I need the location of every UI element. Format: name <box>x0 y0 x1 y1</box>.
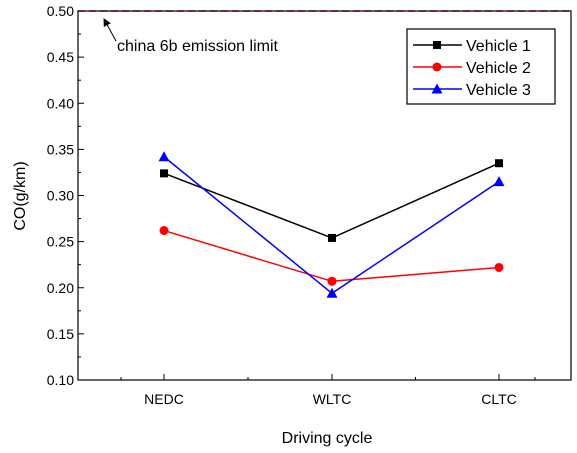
series-2 <box>159 226 504 286</box>
x-tick-label: CLTC <box>481 391 517 407</box>
y-tick-label: 0.30 <box>47 188 74 204</box>
data-point <box>493 176 505 187</box>
data-point <box>495 159 503 168</box>
legend-label: Vehicle 3 <box>466 82 531 99</box>
series-line <box>163 162 500 239</box>
x-axis-title: Driving cycle <box>282 430 373 447</box>
y-tick-label: 0.20 <box>47 280 74 296</box>
data-point <box>159 226 169 236</box>
x-axis: NEDC WLTC CLTC <box>120 374 536 407</box>
series-layer <box>158 151 505 298</box>
y-tick-label: 0.35 <box>47 141 74 157</box>
legend-marker <box>431 83 443 94</box>
data-point <box>494 262 504 272</box>
data-point <box>327 276 337 286</box>
series-line <box>163 156 500 295</box>
y-axis-title: CO(g/km) <box>12 161 29 230</box>
data-point <box>158 151 170 162</box>
x-tick-label: NEDC <box>144 391 184 407</box>
y-tick-label: 0.10 <box>47 372 74 388</box>
y-axis: 0.10 0.15 0.20 0.25 0.30 0.35 0.40 0.45 0.50 <box>47 3 84 388</box>
y-tick-label: 0.40 <box>47 95 74 111</box>
legend-label: Vehicle 2 <box>466 60 531 77</box>
data-point <box>326 287 338 298</box>
x-tick-label: WLTC <box>313 391 352 407</box>
y-tick-label: 0.45 <box>47 49 74 65</box>
legend: Vehicle 1 Vehicle 2 Vehicle 3 <box>406 28 556 105</box>
legend-marker <box>432 62 442 72</box>
series-3 <box>158 151 505 298</box>
data-point <box>328 233 336 242</box>
data-point <box>160 169 168 178</box>
legend-marker <box>433 41 441 49</box>
y-tick-label: 0.15 <box>47 326 74 342</box>
annotation-arrow <box>103 18 117 42</box>
series-1 <box>160 159 503 242</box>
legend-label: Vehicle 1 <box>466 38 531 55</box>
y-tick-label: 0.25 <box>47 234 74 250</box>
y-tick-label: 0.50 <box>47 3 74 19</box>
annotation-text: china 6b emission limit <box>117 38 279 55</box>
